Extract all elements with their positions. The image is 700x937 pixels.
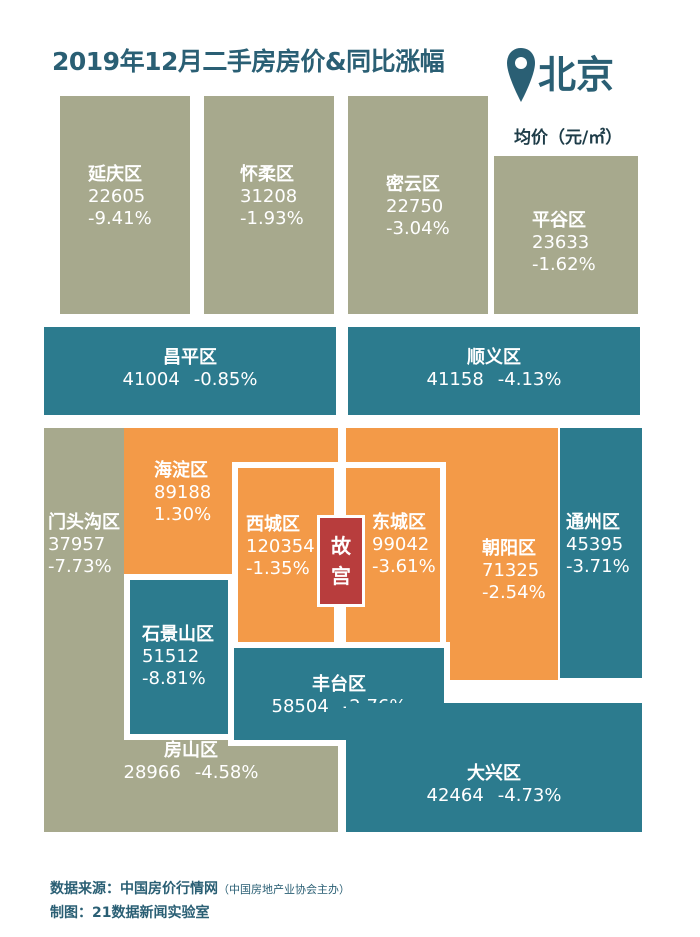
district-price: 71325 bbox=[482, 560, 540, 581]
data-source-label: 数据来源：中国房价行情网 bbox=[50, 881, 218, 897]
district-price: 51512 bbox=[142, 646, 200, 667]
district-name: 大兴区 bbox=[467, 763, 521, 784]
district-change: -3.61% bbox=[372, 556, 436, 577]
district-name: 顺义区 bbox=[467, 347, 521, 368]
price-unit: 均价（元/㎡） bbox=[514, 128, 623, 148]
district-price: 41158 bbox=[426, 369, 484, 390]
district-price: 22605 bbox=[88, 186, 146, 207]
district-price: 28966 bbox=[123, 762, 181, 783]
district-change: -8.81% bbox=[142, 668, 206, 689]
district-price: 89188 bbox=[154, 482, 212, 503]
district-tongzhou: 通州区 45395 -3.71% bbox=[560, 428, 642, 678]
district-name: 通州区 bbox=[566, 512, 620, 533]
district-miyun: 密云区 22750 -3.04% bbox=[348, 96, 488, 314]
district-name: 房山区 bbox=[164, 740, 218, 761]
district-name: 昌平区 bbox=[163, 347, 217, 368]
district-shunyi: 顺义区 41158 -4.13% bbox=[348, 327, 640, 415]
district-price: 23633 bbox=[532, 232, 590, 253]
district-name: 朝阳区 bbox=[482, 538, 536, 559]
map-pin-icon bbox=[507, 48, 535, 102]
district-price: 22750 bbox=[386, 196, 444, 217]
district-change: -3.71% bbox=[566, 556, 630, 577]
district-shijingshan: 石景山区 51512 -8.81% bbox=[124, 574, 234, 740]
district-haidian: 海淀区 89188 1.30% bbox=[124, 428, 338, 578]
district-change: -1.93% bbox=[240, 208, 304, 229]
district-price: 99042 bbox=[372, 534, 430, 555]
chart-credit: 制图：21数据新闻实验室 bbox=[50, 905, 210, 921]
district-price: 37957 bbox=[48, 534, 106, 555]
district-name: 石景山区 bbox=[142, 624, 214, 645]
district-yanqing: 延庆区 22605 -9.41% bbox=[60, 96, 190, 314]
district-changping: 昌平区 41004 -0.85% bbox=[44, 327, 336, 415]
district-price: 42464 bbox=[426, 785, 484, 806]
district-price: 41004 bbox=[122, 369, 180, 390]
district-name: 延庆区 bbox=[88, 164, 142, 185]
district-name: 丰台区 bbox=[312, 674, 366, 695]
district-change: -4.13% bbox=[497, 369, 562, 390]
district-change: -1.35% bbox=[246, 558, 310, 579]
palace-char: 宫 bbox=[331, 564, 351, 588]
district-name: 平谷区 bbox=[532, 210, 586, 231]
district-huairou: 怀柔区 31208 -1.93% bbox=[204, 96, 334, 314]
district-price: 58504 bbox=[271, 696, 329, 717]
district-name: 西城区 bbox=[246, 514, 300, 535]
district-pinggu: 平谷区 23633 -1.62% bbox=[494, 156, 638, 314]
district-name: 海淀区 bbox=[154, 460, 208, 481]
data-source: 数据来源：中国房价行情网（中国房地产业协会主办） bbox=[50, 878, 350, 898]
district-daxing: 大兴区 42464 -4.73% bbox=[346, 703, 642, 832]
district-change: -1.62% bbox=[532, 254, 596, 275]
district-change: -9.41% bbox=[88, 208, 152, 229]
district-price: 45395 bbox=[566, 534, 624, 555]
district-change: -2.54% bbox=[482, 582, 546, 603]
city-name: 北京 bbox=[538, 53, 615, 97]
district-change: -4.73% bbox=[497, 785, 562, 806]
district-name: 东城区 bbox=[372, 512, 426, 533]
district-change: -4.58% bbox=[194, 762, 259, 783]
district-change: -7.73% bbox=[48, 556, 112, 577]
district-change: 1.30% bbox=[154, 504, 212, 525]
district-mentougou: 门头沟区 37957 -7.73% bbox=[44, 428, 124, 690]
district-price: 120354 bbox=[246, 536, 315, 557]
district-name: 密云区 bbox=[386, 174, 440, 195]
district-change: -3.04% bbox=[386, 218, 450, 239]
palace-marker: 故 宫 bbox=[317, 515, 365, 607]
district-change: -0.85% bbox=[193, 369, 258, 390]
district-name: 门头沟区 bbox=[48, 512, 120, 533]
data-source-note: （中国房地产业协会主办） bbox=[218, 883, 350, 896]
district-name: 怀柔区 bbox=[240, 164, 294, 185]
district-price: 31208 bbox=[240, 186, 298, 207]
palace-char: 故 bbox=[331, 534, 351, 558]
page-title: 2019年12月二手房房价&同比涨幅 bbox=[52, 47, 445, 76]
